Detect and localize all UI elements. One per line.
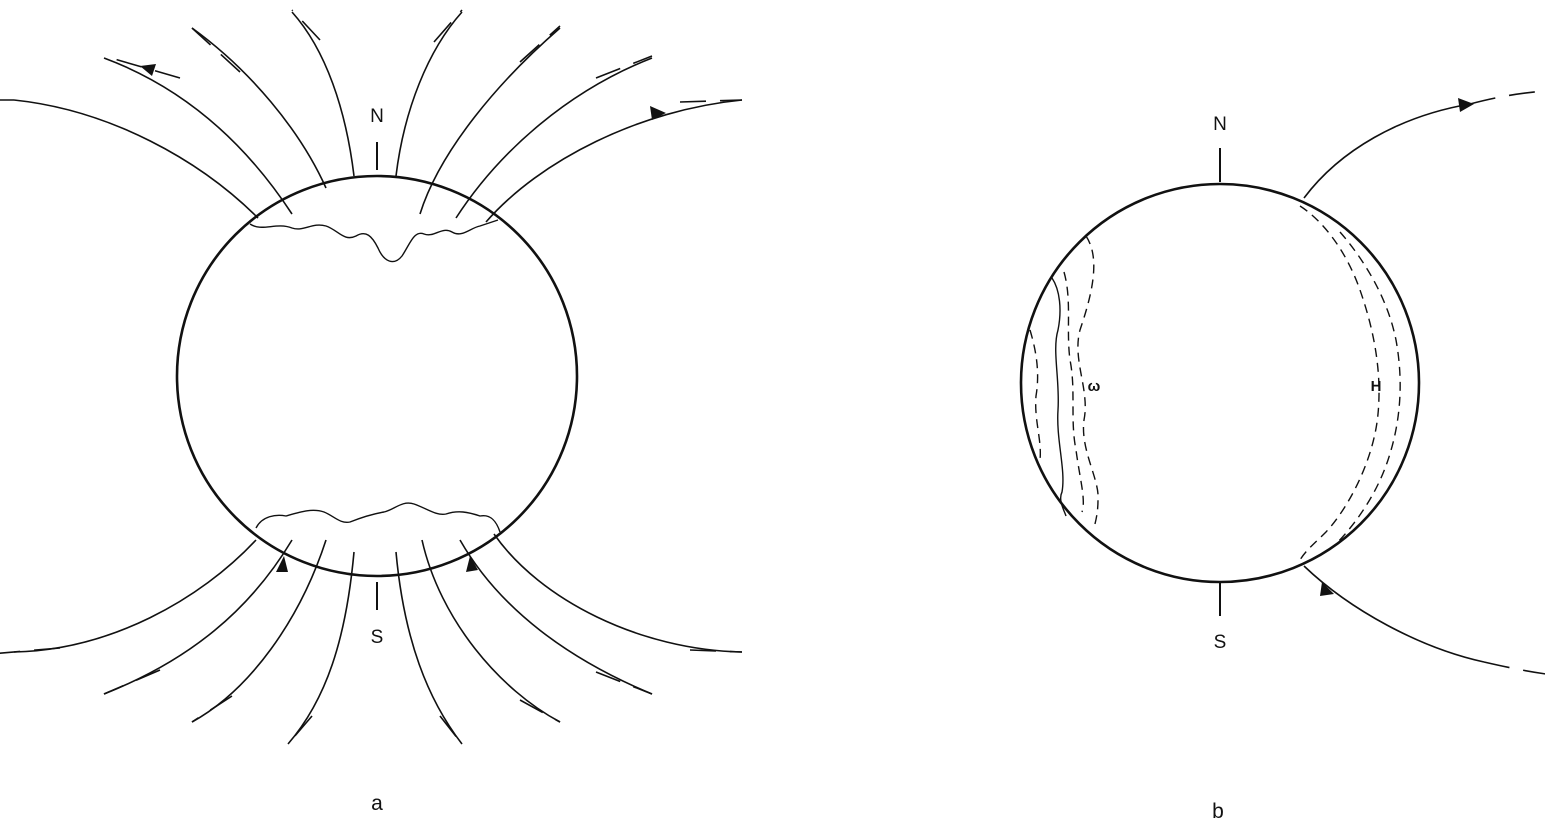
panel-b-west-region-dashed-outer [1077,235,1099,529]
field-line [485,99,743,223]
panel-b-east-region-dashed-inner [1299,205,1380,561]
field-line [459,539,653,695]
panel-a-arrowhead-se [466,556,478,572]
dashed-segment [433,9,463,43]
field-line [191,539,327,723]
dashed-segment [595,55,653,79]
field-line [13,539,257,653]
dashed-segment [291,9,321,41]
field-line [493,533,743,653]
dashed-segment [103,669,161,695]
panel-a-north-cap-boundary [249,219,499,263]
panel-a-arrowhead-sw [276,556,288,572]
panel-b-north-field-line-dashed [1469,90,1545,105]
field-line [103,57,293,215]
field-line [287,551,355,745]
panel-a-north-field-lines [13,11,743,223]
field-line [291,11,355,177]
dashed-segment [191,695,233,723]
field-line [191,27,327,189]
field-line [395,551,463,745]
panel-a-arrowhead-ne [650,106,666,120]
panel-b-south-field-line [1303,565,1485,663]
panel-b-west-region-solid-boundary [1051,277,1067,517]
panel-b-label: b [1212,800,1224,823]
panel-b-east-region-dashed-outer [1333,231,1401,547]
panel-b-north-label: N [1213,114,1227,135]
panel-a-label: a [371,792,383,815]
field-line [13,99,259,219]
panel-b: N S ω H b [1019,90,1545,823]
panel-a-south-cap-boundary [255,502,501,533]
dashed-segment [439,715,463,745]
dashed-segment [103,55,181,79]
dashed-segment [191,27,241,73]
panel-a-south-dashed-ends [0,647,743,745]
dashed-segment [595,671,653,695]
panel-b-north-field-line [1303,103,1471,199]
dashed-segment [519,699,561,723]
panel-a: N S [0,9,743,815]
dashed-segment [689,649,743,653]
panel-b-west-region-label: ω [1088,378,1101,395]
panel-a-south-label: S [371,627,384,648]
panel-b-west-region-dashed-mid [1063,271,1085,513]
panel-b-south-label: S [1214,632,1227,653]
panel-b-arrowhead-south [1320,582,1334,596]
dashed-segment [287,715,313,745]
panel-a-north-dashed-ends [0,9,743,103]
panel-b-arrowhead-north [1458,98,1474,112]
dashed-segment [519,25,561,63]
panel-a-arrowhead-nw [140,64,156,76]
panel-b-sphere [1019,182,1421,584]
panel-b-east-region-label: H [1371,378,1382,395]
panel-a-north-label: N [370,106,384,127]
field-line [421,539,561,723]
panel-b-west-region-dashed-inner [1029,329,1042,461]
field-line [455,57,653,219]
field-line [103,539,293,695]
field-line [395,11,463,177]
panel-a-sphere [175,174,579,578]
dashed-segment [0,647,61,654]
field-line [419,27,561,215]
panel-b-south-field-line-dashed [1483,661,1545,675]
dashed-segment [679,99,743,103]
